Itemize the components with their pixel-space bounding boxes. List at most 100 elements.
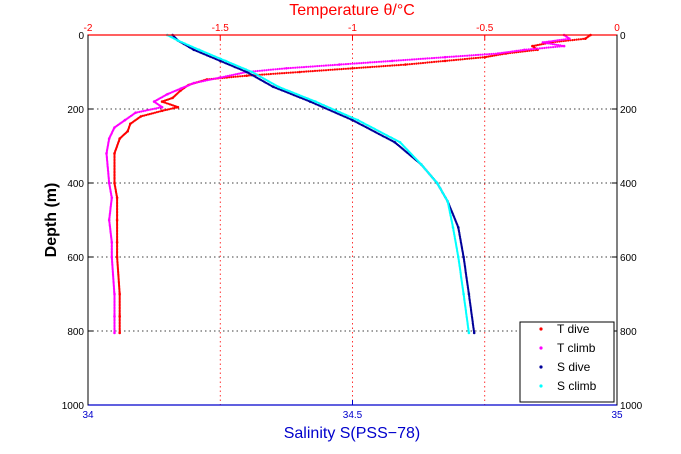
data-point xyxy=(322,69,325,72)
data-point xyxy=(498,52,502,55)
data-point xyxy=(529,48,533,51)
data-point xyxy=(487,55,490,58)
data-point xyxy=(324,69,328,72)
data-point xyxy=(439,60,442,63)
data-point xyxy=(446,59,449,62)
data-point xyxy=(143,114,146,117)
depth-tick-label-left: 600 xyxy=(67,253,84,264)
data-point xyxy=(479,56,482,59)
data-point xyxy=(455,55,458,58)
data-point xyxy=(278,67,281,70)
data-point xyxy=(468,54,471,57)
data-point xyxy=(481,53,484,56)
data-point xyxy=(256,69,259,73)
data-point xyxy=(342,67,345,70)
data-point xyxy=(258,69,261,72)
data-point xyxy=(568,37,571,40)
data-point xyxy=(300,66,303,69)
bottom-axis-title: Salinity S(PSS−78) xyxy=(284,425,421,442)
data-point xyxy=(313,69,317,72)
data-point xyxy=(415,62,418,65)
data-point xyxy=(347,62,350,66)
data-point xyxy=(395,59,398,62)
data-point xyxy=(477,53,480,57)
data-point xyxy=(294,66,297,69)
data-point xyxy=(489,55,492,58)
data-point xyxy=(362,61,365,64)
data-point xyxy=(351,67,354,70)
data-point xyxy=(276,68,279,71)
data-point xyxy=(450,59,453,62)
depth-tick-label-left: 1000 xyxy=(62,401,85,412)
data-point xyxy=(410,62,414,66)
data-point xyxy=(417,62,420,65)
data-point xyxy=(318,69,321,72)
data-point xyxy=(421,57,425,60)
data-point xyxy=(241,71,244,74)
data-point xyxy=(399,63,403,66)
data-point xyxy=(336,68,339,71)
data-point xyxy=(571,39,574,42)
data-point xyxy=(543,41,547,44)
data-point xyxy=(517,49,520,52)
data-point xyxy=(340,63,343,66)
salinity-tick-label: 35 xyxy=(611,410,623,421)
data-point xyxy=(448,55,451,59)
data-point xyxy=(558,45,561,48)
depth-tick-label-right: 200 xyxy=(620,105,637,116)
data-point xyxy=(146,113,150,116)
data-point xyxy=(386,64,389,67)
data-point xyxy=(577,38,580,41)
data-point xyxy=(426,61,429,64)
data-point xyxy=(472,331,476,335)
data-point xyxy=(406,58,409,61)
data-point xyxy=(351,62,354,65)
data-point xyxy=(261,69,264,72)
data-point xyxy=(213,77,216,80)
data-point xyxy=(145,109,148,112)
depth-tick-label-right: 600 xyxy=(620,253,637,264)
data-point xyxy=(553,43,556,46)
data-point xyxy=(395,64,398,67)
data-point xyxy=(313,65,317,68)
data-point xyxy=(390,59,394,63)
data-point xyxy=(309,65,312,68)
data-point xyxy=(496,52,500,55)
data-point xyxy=(269,68,272,71)
data-point xyxy=(513,50,516,53)
data-point xyxy=(302,70,306,73)
data-point xyxy=(311,65,314,68)
data-point xyxy=(485,53,489,56)
data-point xyxy=(232,73,235,76)
data-point xyxy=(245,74,248,77)
data-point xyxy=(466,57,469,60)
data-point xyxy=(261,73,264,76)
data-point xyxy=(573,38,576,42)
data-point xyxy=(215,77,218,80)
data-point xyxy=(441,60,444,63)
depth-tick-label-left: 800 xyxy=(67,327,84,338)
data-point xyxy=(283,67,286,70)
data-point xyxy=(338,63,341,66)
data-point xyxy=(503,51,506,54)
data-point xyxy=(164,108,167,112)
data-point xyxy=(566,37,569,41)
data-point xyxy=(468,57,471,60)
data-point xyxy=(148,113,151,116)
data-point xyxy=(171,107,174,110)
data-point xyxy=(470,54,473,57)
data-point xyxy=(236,75,239,78)
data-point xyxy=(369,61,372,64)
data-point xyxy=(280,72,284,75)
data-point xyxy=(393,59,396,62)
data-point xyxy=(375,60,378,64)
data-point xyxy=(584,37,587,40)
data-point xyxy=(391,64,394,67)
data-point xyxy=(538,43,541,46)
data-point xyxy=(535,44,538,47)
data-point xyxy=(446,55,449,59)
data-point xyxy=(159,106,162,109)
data-point xyxy=(300,70,303,73)
data-point xyxy=(349,62,352,65)
temperature-tick-label: -0.5 xyxy=(476,23,494,34)
